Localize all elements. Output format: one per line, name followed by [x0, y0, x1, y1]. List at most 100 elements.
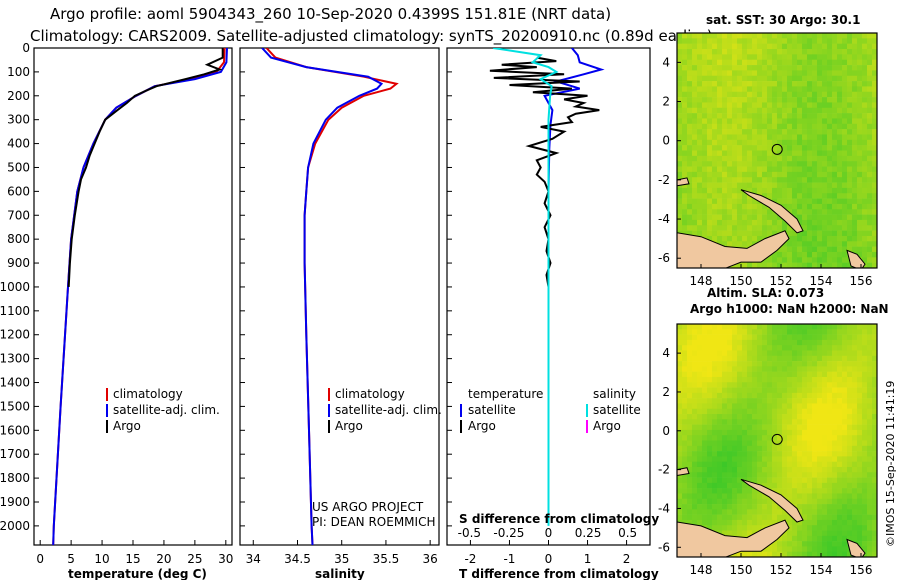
map-cell [717, 134, 722, 140]
map-cell [682, 403, 687, 409]
map-cell [867, 499, 872, 505]
map-cell [697, 504, 702, 510]
map-cell [797, 488, 802, 494]
map-cell [777, 509, 782, 515]
map-cell [717, 340, 722, 346]
map-cell [812, 215, 817, 221]
map-cell [802, 231, 807, 237]
map-cell [717, 231, 722, 237]
map-cell [687, 340, 692, 346]
map-cell [762, 388, 767, 394]
map-cell [727, 377, 732, 383]
map-cell [772, 509, 777, 515]
map-cell [752, 398, 757, 404]
map-cell [742, 145, 747, 151]
map-cell [807, 188, 812, 194]
map-cell [797, 54, 802, 60]
map-cell [807, 241, 812, 247]
map-cell [827, 199, 832, 205]
map-cell [687, 488, 692, 494]
map-cell [762, 329, 767, 335]
map-cell [827, 156, 832, 162]
map-cell [857, 525, 862, 531]
map-cell [682, 398, 687, 404]
map-cell [792, 102, 797, 108]
map-cell [852, 536, 857, 542]
map-cell [692, 60, 697, 66]
map-cell [712, 388, 717, 394]
map-cell [862, 220, 867, 226]
map-cell [757, 451, 762, 457]
map-cell [702, 33, 707, 39]
map-cell [842, 478, 847, 484]
map-cell [737, 324, 742, 330]
map-cell [702, 409, 707, 415]
map-cell [827, 462, 832, 468]
map-cell [787, 241, 792, 247]
map-cell [682, 49, 687, 55]
map-cell [727, 167, 732, 173]
map-cell [837, 124, 842, 130]
map-cell [722, 435, 727, 441]
map-cell [822, 515, 827, 521]
map-cell [742, 231, 747, 237]
map-cell [802, 215, 807, 221]
map-cell [717, 430, 722, 436]
map-cell [702, 340, 707, 346]
map-cell [727, 398, 732, 404]
map-cell [832, 86, 837, 92]
map-cell [687, 329, 692, 335]
map-cell [752, 49, 757, 55]
map-cell [817, 108, 822, 114]
map-cell [857, 241, 862, 247]
map-cell [732, 377, 737, 383]
map-cell [747, 145, 752, 151]
map-cell [752, 504, 757, 510]
map-cell [742, 215, 747, 221]
map-cell [802, 425, 807, 431]
map-cell [792, 140, 797, 146]
map-cell [742, 241, 747, 247]
map-cell [677, 483, 682, 489]
map-cell [732, 151, 737, 157]
map-cell [867, 430, 872, 436]
map-cell [687, 366, 692, 372]
map-cell [742, 161, 747, 167]
map-cell [682, 361, 687, 367]
map-cell [777, 345, 782, 351]
map-cell [787, 546, 792, 552]
map-cell [702, 441, 707, 447]
map-cell [842, 118, 847, 124]
map-cell [782, 393, 787, 399]
map-cell [807, 483, 812, 489]
map-cell [702, 504, 707, 510]
map-cell [712, 108, 717, 114]
map-cell [707, 81, 712, 87]
map-cell [722, 49, 727, 55]
map-cell [717, 335, 722, 341]
map-cell [742, 446, 747, 452]
map-cell [792, 403, 797, 409]
map-cell [787, 382, 792, 388]
map-cell [837, 483, 842, 489]
map-cell [692, 49, 697, 55]
map-cell [797, 65, 802, 71]
map-cell [782, 92, 787, 98]
map-cell [732, 488, 737, 494]
map-cell [857, 86, 862, 92]
map-cell [867, 515, 872, 521]
map-cell [737, 356, 742, 362]
map-cell [697, 193, 702, 199]
map-cell [827, 225, 832, 231]
map-cell [837, 241, 842, 247]
map-cell [862, 345, 867, 351]
map-cell [712, 199, 717, 205]
map-cell [787, 435, 792, 441]
map-cell [707, 350, 712, 356]
map-cell [797, 177, 802, 183]
map-cell [817, 86, 822, 92]
map-cell [812, 403, 817, 409]
map-cell [807, 546, 812, 552]
map-cell [737, 388, 742, 394]
map-cell [777, 134, 782, 140]
